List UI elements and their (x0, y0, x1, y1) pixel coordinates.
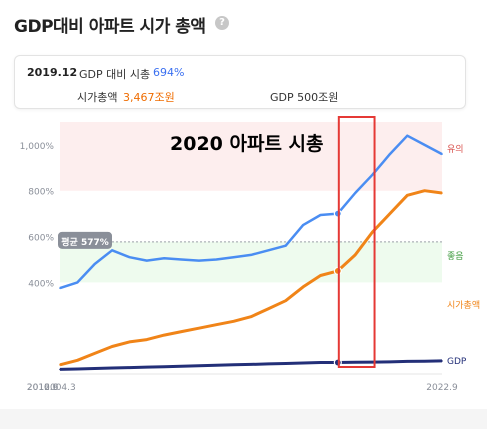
series-point-1-7 (180, 330, 183, 333)
ratio-value: 694% (153, 66, 185, 79)
series-point-1-21 (423, 189, 426, 192)
series-point-0-6 (163, 257, 165, 260)
series-point-0-7 (180, 258, 183, 261)
average-badge (58, 231, 112, 249)
help-icon[interactable]: ? (215, 16, 229, 30)
series-point-2-13 (284, 362, 287, 365)
series-point-0-2 (93, 263, 96, 265)
series-point-0-14 (302, 224, 304, 226)
series-point-0-0 (59, 287, 61, 289)
series-point-1-10 (232, 320, 235, 323)
series-point-1-15 (319, 274, 322, 277)
series-point-1-3 (111, 345, 113, 348)
series-point-1-1 (76, 359, 79, 362)
series-point-0-4 (128, 256, 131, 258)
series-point-2-11 (250, 363, 252, 366)
chart-annotation: 2020 아파트 시총 (170, 133, 324, 155)
market-cap-label: 시가총액 (77, 91, 118, 104)
selected-marker-1 (333, 266, 342, 276)
zone-band-0 (60, 122, 442, 191)
x-tick-label: 2016.9 (27, 383, 59, 393)
series-point-1-9 (215, 323, 218, 326)
series-point-2-22 (441, 360, 443, 362)
series-point-0-13 (284, 244, 287, 247)
series-point-2-1 (76, 368, 79, 370)
y-tick-label: 1,000% (20, 142, 55, 152)
selected-marker-2 (333, 358, 342, 367)
series-point-1-22 (441, 192, 443, 194)
ratio-label: GDP 대비 시총 (79, 68, 151, 81)
series-point-1-17 (354, 254, 356, 256)
series-point-0-5 (146, 259, 148, 262)
series-point-2-15 (319, 361, 322, 364)
series-point-2-0 (59, 368, 61, 371)
series-point-0-9 (215, 258, 218, 261)
series-point-2-18 (371, 361, 374, 363)
y-tick-label: 600% (28, 234, 54, 244)
highlight-box (337, 116, 376, 368)
series-point-1-0 (59, 364, 61, 366)
series-point-1-6 (163, 334, 165, 336)
zone-label-caution: 유의 (447, 144, 464, 155)
series-point-2-4 (128, 366, 131, 369)
market-cap-value: 3,467조원 (123, 91, 175, 104)
selected-marker-0 (333, 209, 342, 218)
series-point-1-12 (267, 307, 270, 310)
series-point-0-1 (76, 281, 79, 284)
footer-band (0, 409, 487, 429)
series-point-0-11 (250, 254, 252, 256)
average-label: 평균 577% (61, 236, 109, 248)
zone-label-good: 좋음 (447, 251, 464, 262)
series-point-2-6 (163, 365, 165, 368)
series-point-0-22 (441, 153, 443, 155)
series-point-2-8 (198, 364, 200, 367)
series-point-1-18 (371, 231, 374, 233)
series-point-2-21 (423, 360, 426, 362)
series-point-0-20 (406, 134, 409, 137)
series-point-0-3 (111, 249, 113, 252)
series-point-2-2 (93, 367, 96, 370)
series-point-1-11 (250, 315, 252, 318)
series-point-0-8 (198, 259, 200, 262)
x-tick-label: 2022.9 (426, 383, 458, 393)
series-point-1-5 (146, 338, 148, 341)
y-tick-label: 800% (28, 188, 54, 198)
series-point-1-4 (128, 341, 131, 343)
series-point-1-14 (302, 286, 304, 288)
series-point-1-20 (406, 194, 409, 197)
summary-date: 2019.12 (27, 66, 78, 79)
series-point-1-2 (93, 352, 96, 355)
summary-card: 2019.12 GDP 대비 시총 694% 시가총액 3,467조원 GDP … (14, 55, 466, 109)
series-point-1-13 (284, 299, 287, 302)
gdp-value: GDP 500조원 (270, 91, 339, 104)
y-tick-label: 400% (28, 279, 54, 289)
series-point-2-19 (389, 361, 391, 363)
series-point-2-17 (354, 361, 356, 364)
series-label-market-cap: 시가총액 (447, 299, 480, 311)
page-title: GDP대비 아파트 시가 총액 (14, 17, 206, 37)
series-point-2-3 (111, 367, 113, 369)
series-point-2-14 (302, 362, 304, 364)
x-tick-label: 2010.6 (27, 383, 59, 393)
series-point-1-19 (389, 212, 391, 215)
series-point-2-7 (180, 365, 183, 368)
series-point-0-18 (371, 173, 374, 176)
series-label-gdp: GDP (447, 357, 467, 367)
series-point-2-20 (406, 360, 409, 363)
series-point-2-5 (146, 366, 148, 368)
series-point-0-17 (354, 192, 356, 194)
series-point-0-19 (389, 153, 391, 155)
series-point-0-21 (423, 144, 426, 146)
series-point-2-12 (267, 363, 270, 365)
series-point-0-12 (267, 249, 270, 252)
series-point-2-10 (232, 364, 235, 366)
x-tick-label: 2004.3 (44, 383, 76, 393)
series-point-1-8 (198, 327, 200, 329)
zone-band-1 (60, 241, 442, 283)
series-point-0-15 (319, 214, 322, 216)
series-point-2-9 (215, 364, 218, 367)
series-point-0-10 (232, 256, 235, 258)
